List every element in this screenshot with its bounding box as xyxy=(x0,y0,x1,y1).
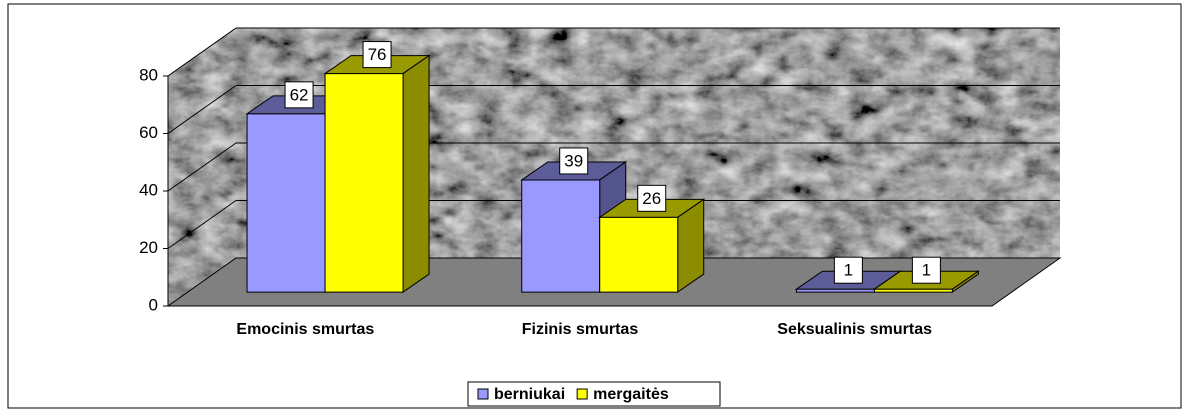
legend-swatch xyxy=(477,388,489,400)
value-label: 62 xyxy=(290,85,309,104)
grid-line xyxy=(167,142,237,192)
grid-line xyxy=(167,200,237,249)
x-tick-label: Seksualinis smurtas xyxy=(777,321,932,338)
value-label: 1 xyxy=(844,261,853,280)
x-tick-label: Emocinis smurtas xyxy=(236,321,374,338)
bar xyxy=(323,54,431,294)
value-label: 26 xyxy=(642,189,661,208)
legend-swatch xyxy=(576,388,588,400)
value-label: 76 xyxy=(368,45,387,64)
legend-box xyxy=(467,381,721,407)
value-label-box xyxy=(284,81,314,109)
legend-label: mergaitės xyxy=(593,386,669,403)
legend-label: berniukai xyxy=(494,386,565,403)
value-label-box xyxy=(833,256,863,284)
y-tick-label: 80 xyxy=(139,65,158,84)
grid-line xyxy=(167,85,237,134)
x-tick-label: Fizinis smurtas xyxy=(522,321,639,338)
y-tick-label: 60 xyxy=(139,123,158,142)
value-label: 1 xyxy=(922,261,931,280)
bar xyxy=(598,198,706,294)
grid-line xyxy=(167,27,237,77)
y-tick-label: 0 xyxy=(149,295,158,314)
value-label-box xyxy=(362,41,392,69)
value-label: 39 xyxy=(564,151,583,170)
y-tick-label: 40 xyxy=(139,180,158,199)
value-label-box xyxy=(911,256,941,284)
y-tick-label: 20 xyxy=(139,238,158,257)
value-label-box xyxy=(637,184,667,212)
value-label-box xyxy=(559,147,589,175)
